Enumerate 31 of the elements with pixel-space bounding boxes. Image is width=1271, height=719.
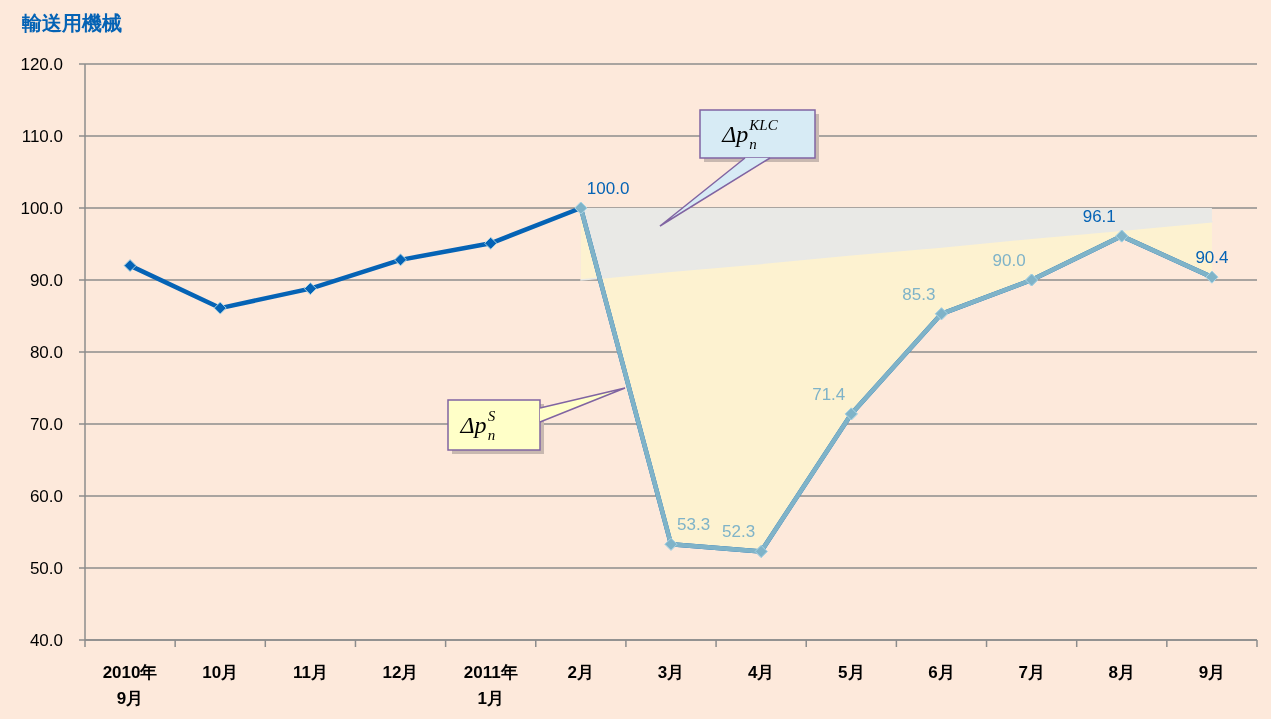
x-tick-label: 4月 <box>747 663 775 682</box>
x-tick-label: 7月 <box>1018 663 1045 682</box>
x-tick-label: 3月 <box>657 663 685 682</box>
y-tick-label: 110.0 <box>21 127 63 146</box>
y-tick-label: 100.0 <box>20 199 63 218</box>
x-tick-label: 6月 <box>928 663 955 682</box>
x-tick-label: 10月 <box>202 663 239 682</box>
y-tick-label: 90.0 <box>29 271 63 290</box>
x-tick-label: 5月 <box>838 663 865 682</box>
data-label: 90.0 <box>992 251 1026 270</box>
title: 輸送用機械 <box>22 12 122 34</box>
data-label: 85.3 <box>902 284 936 304</box>
y-tick-label: 70.0 <box>29 415 63 434</box>
x-tick-label: 12月 <box>382 663 419 682</box>
data-label: 100.0 <box>586 179 630 198</box>
data-label: 52.3 <box>722 522 756 542</box>
y-tick-label: 120.0 <box>20 55 63 74</box>
x-tick-label: 2月 <box>567 663 595 682</box>
x-tick-label: 2011年 1月 <box>463 663 518 708</box>
data-label: 96.1 <box>1082 207 1116 227</box>
data-label: 90.4 <box>1195 248 1229 268</box>
x-tick-label: 2010年 9月 <box>102 663 158 708</box>
y-tick-label: 40.0 <box>29 631 63 650</box>
data-label: 71.4 <box>812 384 846 404</box>
y-tick-label: 80.0 <box>29 343 63 362</box>
x-tick-label: 8月 <box>1108 663 1135 682</box>
y-tick-label: 60.0 <box>29 487 63 506</box>
x-tick-label: 11月 <box>292 663 328 682</box>
y-tick-label: 50.0 <box>29 559 63 578</box>
data-label: 53.3 <box>677 515 711 535</box>
x-tick-label: 9月 <box>1198 663 1226 682</box>
